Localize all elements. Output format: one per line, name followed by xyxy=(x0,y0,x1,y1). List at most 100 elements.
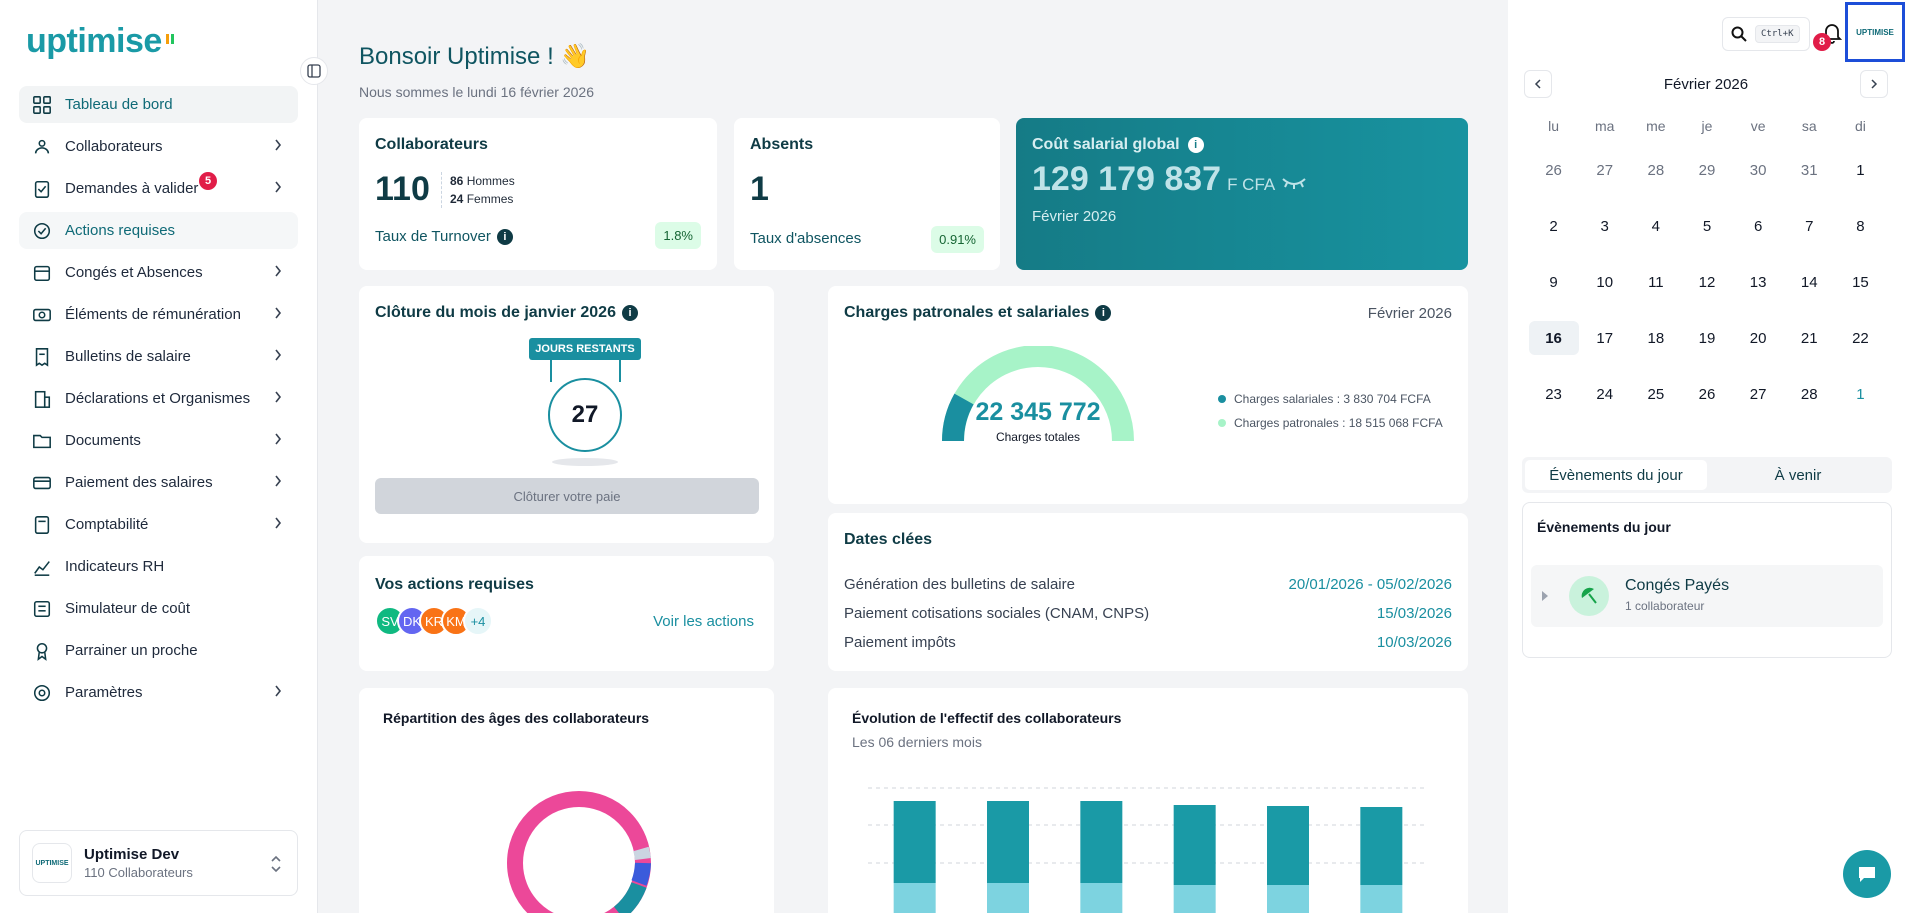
bar-segment[interactable] xyxy=(987,883,1029,913)
calendar-day[interactable]: 29 xyxy=(1681,142,1732,198)
calendar-day[interactable]: 26 xyxy=(1681,366,1732,422)
eye-closed-icon[interactable] xyxy=(1281,176,1307,190)
calendar-day[interactable]: 20 xyxy=(1733,310,1784,366)
bar-segment[interactable] xyxy=(893,883,936,913)
calendar-next-button[interactable] xyxy=(1860,70,1888,98)
calendar-day[interactable]: 27 xyxy=(1733,366,1784,422)
calendar-day[interactable]: 17 xyxy=(1579,310,1630,366)
actions-title: Vos actions requises xyxy=(375,576,534,593)
calendar-day[interactable]: 18 xyxy=(1630,310,1681,366)
collaborateurs-card[interactable]: Collaborateurs 110 86 Hommes 24 Femmes T… xyxy=(359,118,717,270)
calendar-day-number: 27 xyxy=(1749,385,1767,403)
calendar-day[interactable]: 24 xyxy=(1579,366,1630,422)
page-title: Bonsoir Uptimise ! 👋 xyxy=(359,43,591,70)
calendar-day-number: 2 xyxy=(1549,217,1558,235)
date-label: Génération des bulletins de salaire xyxy=(844,576,1075,593)
bar-segment[interactable] xyxy=(893,801,936,883)
event-name: Congés Payés xyxy=(1625,577,1730,594)
calendar-day[interactable]: 13 xyxy=(1733,254,1784,310)
calendar-day[interactable]: 5 xyxy=(1681,198,1732,254)
sidebar-item-collaborateurs[interactable]: Collaborateurs xyxy=(19,128,298,165)
calendar-day[interactable]: 2 xyxy=(1528,198,1579,254)
info-icon[interactable]: i xyxy=(496,228,513,245)
calendar-day[interactable]: 22 xyxy=(1835,310,1886,366)
calendar-day[interactable]: 9 xyxy=(1528,254,1579,310)
calendar-day[interactable]: 3 xyxy=(1579,198,1630,254)
cloturer-paie-button[interactable]: Clôturer votre paie xyxy=(375,478,759,514)
bar-segment[interactable] xyxy=(1267,885,1309,913)
sidebar-item-parrainer-un-proche[interactable]: Parrainer un proche xyxy=(19,632,298,669)
absents-card[interactable]: Absents 1 Taux d'absences 0.91% xyxy=(734,118,1000,270)
info-icon[interactable]: i xyxy=(1187,137,1204,153)
info-icon[interactable]: i xyxy=(621,305,638,321)
collaborateurs-title: Collaborateurs xyxy=(375,136,488,153)
calendar-day[interactable]: 8 xyxy=(1835,198,1886,254)
org-switcher[interactable]: UPTIMISE Uptimise Dev 110 Collaborateurs xyxy=(19,830,298,896)
calendar-day-today[interactable]: 16 xyxy=(1528,310,1579,366)
search-button[interactable]: Ctrl+K xyxy=(1722,17,1810,51)
calendar-day[interactable]: 12 xyxy=(1681,254,1732,310)
check-circle-icon xyxy=(31,220,53,242)
sidebar-item-paiement-des-salaires[interactable]: Paiement des salaires xyxy=(19,464,298,501)
sidebar-item-label: Demandes à valider xyxy=(65,180,199,197)
cout-salarial-card[interactable]: Coût salarial global i 129 179 837 F CFA… xyxy=(1016,118,1468,270)
bar-segment[interactable] xyxy=(1173,885,1216,913)
calendar-day[interactable]: 1 xyxy=(1835,142,1886,198)
bar-segment[interactable] xyxy=(1173,805,1216,885)
bar-segment[interactable] xyxy=(1360,885,1403,913)
calendar-day[interactable]: 27 xyxy=(1579,142,1630,198)
voir-actions-link[interactable]: Voir les actions xyxy=(653,613,754,630)
sidebar-item-documents[interactable]: Documents xyxy=(19,422,298,459)
info-icon[interactable]: i xyxy=(1095,305,1112,321)
calendar-day[interactable]: 11 xyxy=(1630,254,1681,310)
calendar-day[interactable]: 30 xyxy=(1733,142,1784,198)
sidebar-item-actions-requises[interactable]: Actions requises xyxy=(19,212,298,249)
calendar-day[interactable]: 1 xyxy=(1835,366,1886,422)
event-item[interactable]: Congés Payés 1 collaborateur xyxy=(1531,565,1883,627)
bar-segment[interactable] xyxy=(1267,806,1309,885)
bar-segment[interactable] xyxy=(1080,801,1123,883)
calendar-day[interactable]: 31 xyxy=(1784,142,1835,198)
calendar-day[interactable]: 10 xyxy=(1579,254,1630,310)
sidebar-item-elements-de-remuneration[interactable]: Éléments de rémunération xyxy=(19,296,298,333)
calendar-day[interactable]: 4 xyxy=(1630,198,1681,254)
calendar-day[interactable]: 28 xyxy=(1784,366,1835,422)
calendar-day-number: 17 xyxy=(1596,329,1614,347)
sidebar-item-indicateurs-rh[interactable]: Indicateurs RH xyxy=(19,548,298,585)
bar-segment[interactable] xyxy=(987,801,1029,883)
calendar-day[interactable]: 23 xyxy=(1528,366,1579,422)
calendar-day-number: 11 xyxy=(1648,273,1664,291)
sidebar-item-simulateur-de-cout[interactable]: Simulateur de coût xyxy=(19,590,298,627)
org-sub: 110 Collaborateurs xyxy=(84,865,193,880)
tab-a-venir[interactable]: À venir xyxy=(1774,466,1822,484)
calendar-day[interactable]: 6 xyxy=(1733,198,1784,254)
sidebar-item-demandes-a-valider[interactable]: Demandes à valider 5 xyxy=(19,170,298,207)
chevron-right-icon xyxy=(275,685,282,697)
user-avatar[interactable]: UPTIMISE xyxy=(1845,2,1905,62)
sidebar-item-declarations-et-organismes[interactable]: Déclarations et Organismes xyxy=(19,380,298,417)
calendar-day[interactable]: 7 xyxy=(1784,198,1835,254)
calendar-day[interactable]: 25 xyxy=(1630,366,1681,422)
sidebar-collapse-button[interactable] xyxy=(300,57,328,85)
calendar-prev-button[interactable] xyxy=(1524,70,1552,98)
sidebar-item-tableau-de-bord[interactable]: Tableau de bord xyxy=(19,86,298,123)
calendar-day-number: 28 xyxy=(1647,161,1665,179)
calendar-day[interactable]: 19 xyxy=(1681,310,1732,366)
calendar-day-number: 15 xyxy=(1852,273,1869,291)
calendar-day[interactable]: 21 xyxy=(1784,310,1835,366)
more-avatars-count[interactable]: +4 xyxy=(463,606,493,636)
sidebar-item-conges-et-absences[interactable]: Congés et Absences xyxy=(19,254,298,291)
calendar-day[interactable]: 14 xyxy=(1784,254,1835,310)
brand-logo[interactable]: uptimise xyxy=(26,22,174,61)
sidebar-item-parametres[interactable]: Paramètres xyxy=(19,674,298,711)
calendar-day[interactable]: 15 xyxy=(1835,254,1886,310)
chat-button[interactable] xyxy=(1843,850,1891,898)
bar-segment[interactable] xyxy=(1360,807,1403,885)
sidebar-item-comptabilite[interactable]: Comptabilité xyxy=(19,506,298,543)
chevron-right-icon xyxy=(275,265,282,277)
calendar-day[interactable]: 26 xyxy=(1528,142,1579,198)
sidebar-item-bulletins-de-salaire[interactable]: Bulletins de salaire xyxy=(19,338,298,375)
bar-segment[interactable] xyxy=(1080,883,1123,913)
tab-evenements-du-jour[interactable]: Évènements du jour xyxy=(1525,460,1707,490)
calendar-day[interactable]: 28 xyxy=(1630,142,1681,198)
